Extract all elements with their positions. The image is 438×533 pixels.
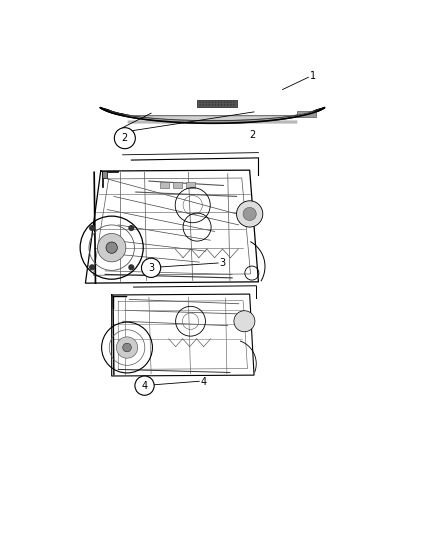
Circle shape <box>205 101 207 103</box>
Text: 2: 2 <box>122 133 128 143</box>
Circle shape <box>227 104 229 106</box>
Circle shape <box>208 101 210 103</box>
Circle shape <box>106 242 117 253</box>
Polygon shape <box>124 116 301 123</box>
Circle shape <box>128 225 134 231</box>
Circle shape <box>89 225 95 231</box>
Circle shape <box>218 101 219 103</box>
Bar <box>186 182 195 188</box>
Circle shape <box>199 104 201 106</box>
Bar <box>102 171 107 179</box>
Circle shape <box>202 101 204 103</box>
Circle shape <box>230 104 232 106</box>
Circle shape <box>237 201 263 227</box>
Circle shape <box>128 264 134 270</box>
Text: 4: 4 <box>201 377 207 387</box>
Circle shape <box>233 101 235 103</box>
Circle shape <box>123 343 131 352</box>
Circle shape <box>233 104 235 106</box>
Bar <box>173 182 182 188</box>
Circle shape <box>212 104 213 106</box>
Circle shape <box>243 207 256 221</box>
Circle shape <box>234 311 255 332</box>
Circle shape <box>218 104 219 106</box>
Circle shape <box>199 101 201 103</box>
Polygon shape <box>100 108 325 123</box>
FancyBboxPatch shape <box>197 101 237 107</box>
Circle shape <box>141 258 161 278</box>
Circle shape <box>215 104 216 106</box>
Text: 3: 3 <box>219 259 225 269</box>
Circle shape <box>215 101 216 103</box>
Text: 4: 4 <box>141 381 148 391</box>
Circle shape <box>135 376 154 395</box>
Text: 2: 2 <box>249 130 255 140</box>
Circle shape <box>89 264 95 270</box>
Bar <box>160 182 169 188</box>
Circle shape <box>221 104 223 106</box>
Circle shape <box>98 233 126 262</box>
Circle shape <box>117 337 138 358</box>
Circle shape <box>224 101 226 103</box>
Circle shape <box>114 128 135 149</box>
Polygon shape <box>100 108 124 115</box>
Circle shape <box>202 104 204 106</box>
Circle shape <box>212 101 213 103</box>
Text: 3: 3 <box>148 263 154 273</box>
Circle shape <box>224 104 226 106</box>
Circle shape <box>205 104 207 106</box>
Polygon shape <box>300 108 325 115</box>
Circle shape <box>230 101 232 103</box>
FancyBboxPatch shape <box>297 111 316 117</box>
Circle shape <box>227 101 229 103</box>
Circle shape <box>221 101 223 103</box>
Text: 1: 1 <box>310 70 316 80</box>
Circle shape <box>208 104 210 106</box>
